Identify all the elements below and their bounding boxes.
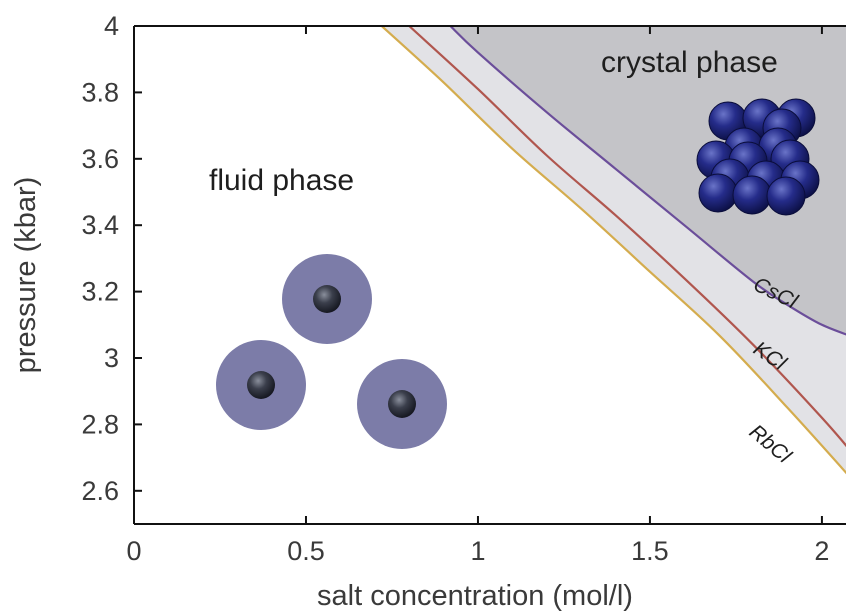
y-tick-label: 3 bbox=[104, 343, 119, 373]
x-tick-label: 0.5 bbox=[287, 536, 325, 566]
fluid-particle-core bbox=[313, 285, 341, 313]
curve-label-rbcl: RbCl bbox=[745, 420, 797, 468]
y-tick-label: 4 bbox=[104, 11, 119, 41]
y-tick-label: 3.6 bbox=[81, 144, 119, 174]
crystal-lattice-illustration bbox=[696, 98, 820, 216]
y-tick-label: 2.8 bbox=[81, 409, 119, 439]
series-line-cscl bbox=[449, 26, 846, 336]
fluid-particle-core bbox=[247, 371, 275, 399]
crystal-sphere bbox=[698, 173, 738, 213]
y-tick-label: 3.2 bbox=[81, 277, 119, 307]
x-tick-label: 2 bbox=[814, 536, 829, 566]
fluid-particles-illustration bbox=[216, 254, 447, 449]
y-tick-label: 3.8 bbox=[81, 77, 119, 107]
x-tick-label: 1 bbox=[470, 536, 485, 566]
crystal-sphere bbox=[732, 175, 772, 215]
crystal-sphere bbox=[766, 176, 806, 216]
x-tick-label: 0 bbox=[126, 536, 141, 566]
series-line-kcl bbox=[408, 26, 846, 448]
crystal-phase-label: crystal phase bbox=[601, 46, 778, 79]
y-axis-title: pressure (kbar) bbox=[10, 177, 42, 374]
y-tick-label: 2.6 bbox=[81, 476, 119, 506]
y-tick-label: 3.4 bbox=[81, 210, 119, 240]
series-line-rbcl bbox=[380, 26, 846, 475]
x-tick-label: 1.5 bbox=[631, 536, 669, 566]
fluid-phase-label: fluid phase bbox=[209, 164, 354, 197]
x-axis-title: salt concentration (mol/l) bbox=[317, 580, 633, 612]
crystal-phase-region bbox=[450, 26, 846, 335]
fluid-particle-core bbox=[388, 390, 416, 418]
